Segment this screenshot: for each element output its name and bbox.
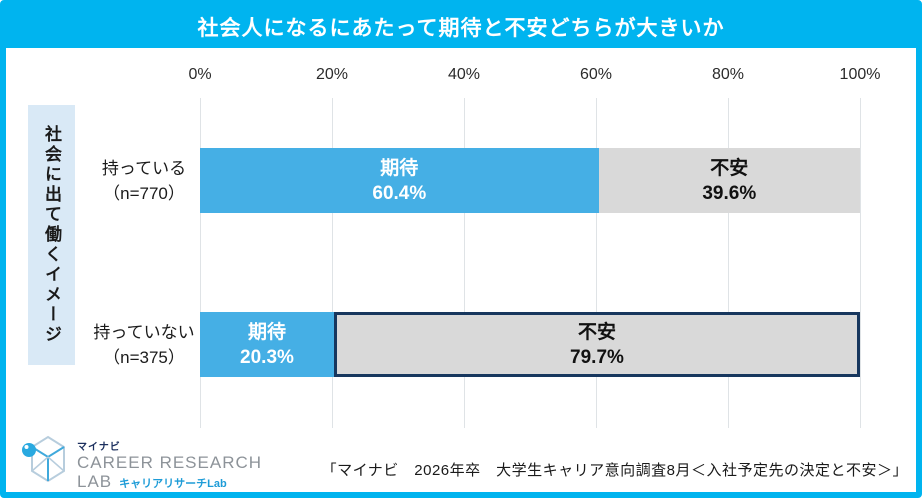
gridline [728, 98, 729, 428]
chart-title: 社会人になるにあたって期待と不安どちらが大きいか [197, 17, 725, 40]
stacked-bar-row1: 期待 60.4% 不安 39.6% [200, 148, 860, 213]
stacked-bar-row2: 期待 20.3% 不安 79.7% [200, 312, 860, 377]
segment-value: 39.6% [702, 182, 757, 204]
gridline [596, 98, 597, 428]
x-tick-label: 0% [188, 66, 212, 83]
segment-name: 不安 [577, 321, 616, 343]
bar-segment-anxiety-highlighted: 不安 79.7% [333, 312, 860, 377]
segment-name: 期待 [380, 157, 419, 179]
segment-value: 60.4% [372, 182, 427, 204]
chart-canvas: 社会人になるにあたって期待と不安どちらが大きいか 0% 20% 40% 60% … [6, 6, 916, 492]
gridline [332, 98, 333, 428]
x-tick-label: 60% [579, 66, 613, 83]
brand-text-block: マイナビ CAREER RESEARCH LAB キャリアリサーチLab [77, 434, 262, 491]
chart-title-bar: 社会人になるにあたって期待と不安どちらが大きいか [6, 6, 916, 48]
row-label-motteinai: 持っていない （n=375） [93, 323, 195, 367]
brand-name-line1: CAREER RESEARCH [77, 453, 263, 472]
gridline [200, 98, 201, 428]
x-tick-label: 20% [315, 66, 349, 83]
gridline [464, 98, 465, 428]
bar-segment-expectation: 期待 60.4% [200, 148, 599, 213]
row-label-motteiru: 持っている （n=770） [101, 159, 187, 203]
segment-value: 79.7% [570, 346, 624, 368]
source-citation: 「マイナビ 2026年卒 大学生キャリア意向調査8月＜入社予定先の決定と不安＞」 [321, 462, 908, 479]
x-tick-label: 40% [447, 66, 481, 83]
brand-name-jp: マイナビ [77, 442, 121, 453]
category-axis-label: 社会に出て働くイメージ [42, 125, 61, 345]
x-tick-label: 100% [839, 66, 881, 83]
logo-cube-icon [22, 435, 65, 483]
category-axis-box: 社会に出て働くイメージ [28, 105, 75, 365]
logo-dot-icon [22, 443, 36, 457]
bar-segment-expectation: 期待 20.3% [200, 312, 334, 377]
brand-name-line2: LAB [77, 472, 113, 491]
segment-name: 期待 [247, 321, 286, 343]
x-tick-label: 80% [711, 66, 745, 83]
brand-logo: マイナビ CAREER RESEARCH LAB キャリアリサーチLab [20, 434, 262, 492]
gridline [860, 98, 861, 428]
segment-name: 不安 [710, 157, 749, 179]
segment-value: 20.3% [240, 346, 294, 368]
brand-subtitle-jp: キャリアリサーチLab [119, 478, 227, 490]
bar-segment-anxiety: 不安 39.6% [598, 148, 860, 213]
